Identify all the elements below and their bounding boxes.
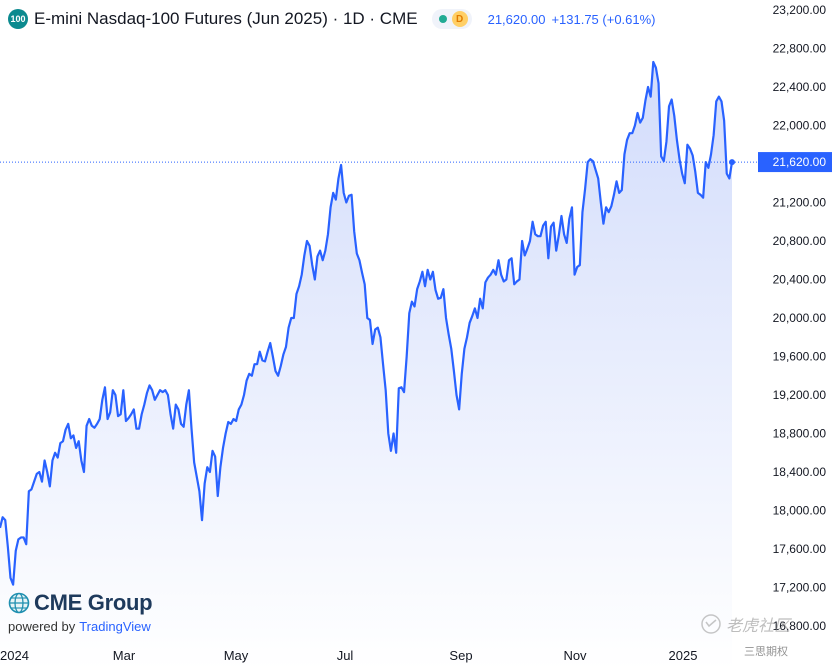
last-price-axis-label: 21,620.00 <box>773 155 827 169</box>
price-area-fill <box>0 61 732 670</box>
tradingview-link[interactable]: TradingView <box>79 619 151 634</box>
watermark: 老虎社区 <box>700 612 790 636</box>
powered-by-label: powered by <box>8 619 76 634</box>
x-axis-tick-label: 2025 <box>669 648 698 663</box>
interval-badge: D <box>451 11 468 27</box>
y-axis-tick-label: 21,200.00 <box>773 196 827 210</box>
last-price-label-box <box>758 152 832 173</box>
price-series-line <box>0 60 734 586</box>
price-change: +131.75 (+0.61%) <box>551 11 656 27</box>
x-axis-tick-label: May <box>224 648 249 663</box>
symbol-badge[interactable]: 100 <box>8 9 28 29</box>
powered-by[interactable]: powered by TradingView <box>8 619 152 634</box>
x-axis-tick-label: Jul <box>337 648 354 663</box>
x-axis-tick-label: 2024 <box>0 648 29 663</box>
y-axis-tick-label: 18,800.00 <box>773 427 827 441</box>
x-axis-tick-label: Sep <box>449 648 472 663</box>
x-axis-tick-label: Mar <box>113 648 136 663</box>
cme-logo[interactable]: CME Group <box>8 590 153 616</box>
y-axis-tick-label: 18,400.00 <box>773 465 827 479</box>
chart-header: 100 E-mini Nasdaq-100 Futures (Jun 2025)… <box>8 6 656 32</box>
y-axis-tick-label: 22,400.00 <box>773 80 827 94</box>
last-price: 21,620.00 <box>487 11 546 27</box>
y-axis-tick-label: 20,800.00 <box>773 234 827 248</box>
y-axis-tick-label: 17,200.00 <box>773 581 827 595</box>
y-axis-tick-label: 18,000.00 <box>773 504 827 518</box>
y-axis-tick-label: 20,000.00 <box>773 311 827 325</box>
watermark-subtext: 三思期权 <box>744 646 788 658</box>
y-axis-tick-label: 22,000.00 <box>773 119 827 133</box>
y-axis-tick-label: 19,600.00 <box>773 350 827 364</box>
y-axis-tick-label: 17,600.00 <box>773 542 827 556</box>
market-open-dot-icon <box>438 15 447 23</box>
market-status[interactable]: D <box>431 9 472 29</box>
y-axis-tick-label: 16,800.00 <box>773 619 827 633</box>
cme-globe-icon <box>8 592 30 614</box>
branding: CME Group powered by TradingView <box>8 590 153 634</box>
cme-logo-text: CME Group <box>34 590 153 615</box>
y-axis-tick-label: 20,400.00 <box>773 273 827 287</box>
tiger-community-icon <box>701 614 721 634</box>
chart-title[interactable]: E-mini Nasdaq-100 Futures (Jun 2025) · 1… <box>34 9 418 28</box>
watermark-text: 老虎社区 <box>726 618 791 635</box>
last-price-dot <box>729 159 735 166</box>
y-axis-tick-label: 22,800.00 <box>773 42 827 56</box>
y-axis-tick-label: 19,200.00 <box>773 388 827 402</box>
y-axis-tick-label: 23,200.00 <box>773 3 827 17</box>
x-axis-tick-label: Nov <box>563 648 587 663</box>
